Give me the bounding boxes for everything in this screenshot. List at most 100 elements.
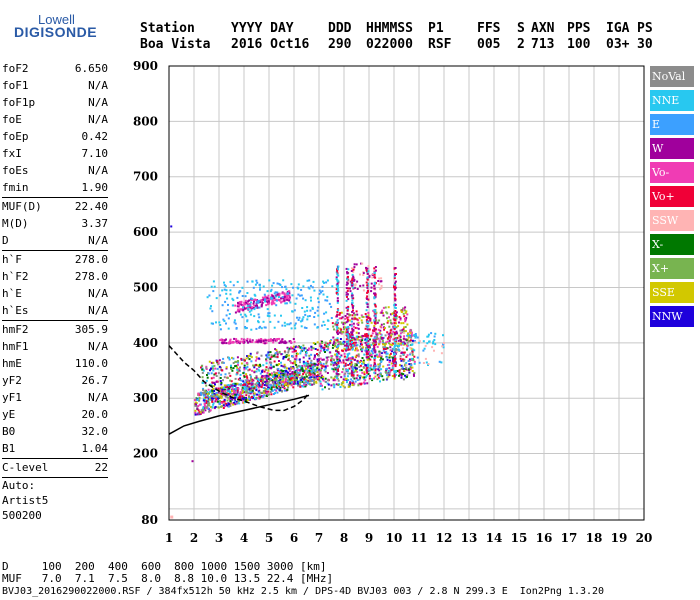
echo-point [337,340,340,343]
echo-point [248,299,251,302]
echo-point [202,369,205,372]
echo-point [327,345,330,348]
echo-point [366,358,369,361]
echo-point [303,378,306,381]
echo-point [250,360,253,363]
echo-point [349,334,352,337]
echo-point [386,367,388,370]
echo-point [222,404,225,407]
echo-point [336,301,339,304]
echo-point [295,354,298,357]
echo-point [238,302,241,305]
echo-point [350,345,353,348]
echo-point [343,348,346,351]
echo-point [374,295,377,298]
echo-point [336,347,339,350]
echo-point [393,322,396,325]
echo-point [400,322,403,325]
echo-point [234,311,237,314]
echo-point [205,396,207,399]
echo-point [347,339,350,342]
echo-point [317,354,320,357]
echo-point [332,343,335,345]
echo-point [226,309,229,312]
plot-frame [168,65,645,521]
echo-point [345,359,348,362]
echo-point [287,349,290,352]
echo-point [374,351,377,354]
echo-point [255,305,258,308]
echo-point [281,338,284,341]
echo-point [375,333,378,336]
echo-point [305,363,308,366]
echo-point [362,361,365,364]
echo-point [309,367,312,370]
echo-point [354,369,357,372]
echo-point [273,326,276,329]
echo-point [350,362,353,365]
echo-point [251,389,254,392]
echo-point [319,380,322,383]
echo-point [258,306,261,309]
echo-point [391,365,394,367]
echo-point [243,375,246,378]
echo-point [217,406,220,409]
echo-point [246,320,249,323]
echo-point [320,367,323,370]
echo-point [248,397,251,400]
echo-point [312,378,315,381]
echo-point [249,305,252,308]
echo-point [312,347,315,350]
echo-point [392,348,394,351]
echo-point [311,383,314,386]
echo-point [222,400,225,403]
x-tick-label: 10 [386,531,403,545]
echo-point [260,354,263,357]
echo-point [347,308,349,310]
echo-point [246,388,249,391]
echo-point [363,353,366,356]
echo-point [313,376,316,379]
echo-point [277,367,280,370]
param-value: N/A [88,340,108,353]
echo-point [393,297,396,300]
echo-point [216,393,219,396]
echo-point [283,389,286,392]
echo-point [406,323,409,326]
echo-point [382,349,385,352]
header-label-4: P1 [428,21,444,36]
header-label-0: Station [140,21,195,36]
legend-item-w: W [650,138,694,159]
echo-point [347,358,350,361]
echo-point [353,377,356,380]
echo-point [229,374,232,377]
echo-point [294,327,297,330]
echo-point [309,380,312,383]
echo-point [230,368,233,370]
echo-point [418,361,421,364]
echo-point [361,348,364,351]
echo-point [327,347,330,350]
echo-point [338,313,341,316]
echo-point [284,340,287,343]
echo-point [232,394,235,397]
param-label: C-level [2,461,49,474]
echo-point [333,363,336,366]
echo-point [337,289,340,292]
echo-point [255,306,258,309]
echo-point [349,287,351,290]
echo-point [236,339,239,342]
echo-point [265,362,268,365]
echo-point [232,383,235,386]
echo-point [313,289,316,292]
echo-point [377,374,380,377]
echo-point [346,353,349,356]
echo-point [242,380,245,383]
echo-point [348,367,351,370]
header-value-1: 2016 Oct16 [231,37,310,52]
echo-point [388,332,391,335]
echo-point [232,299,235,302]
echo-point [388,339,391,342]
echo-point [386,358,389,361]
echo-point [318,376,321,379]
